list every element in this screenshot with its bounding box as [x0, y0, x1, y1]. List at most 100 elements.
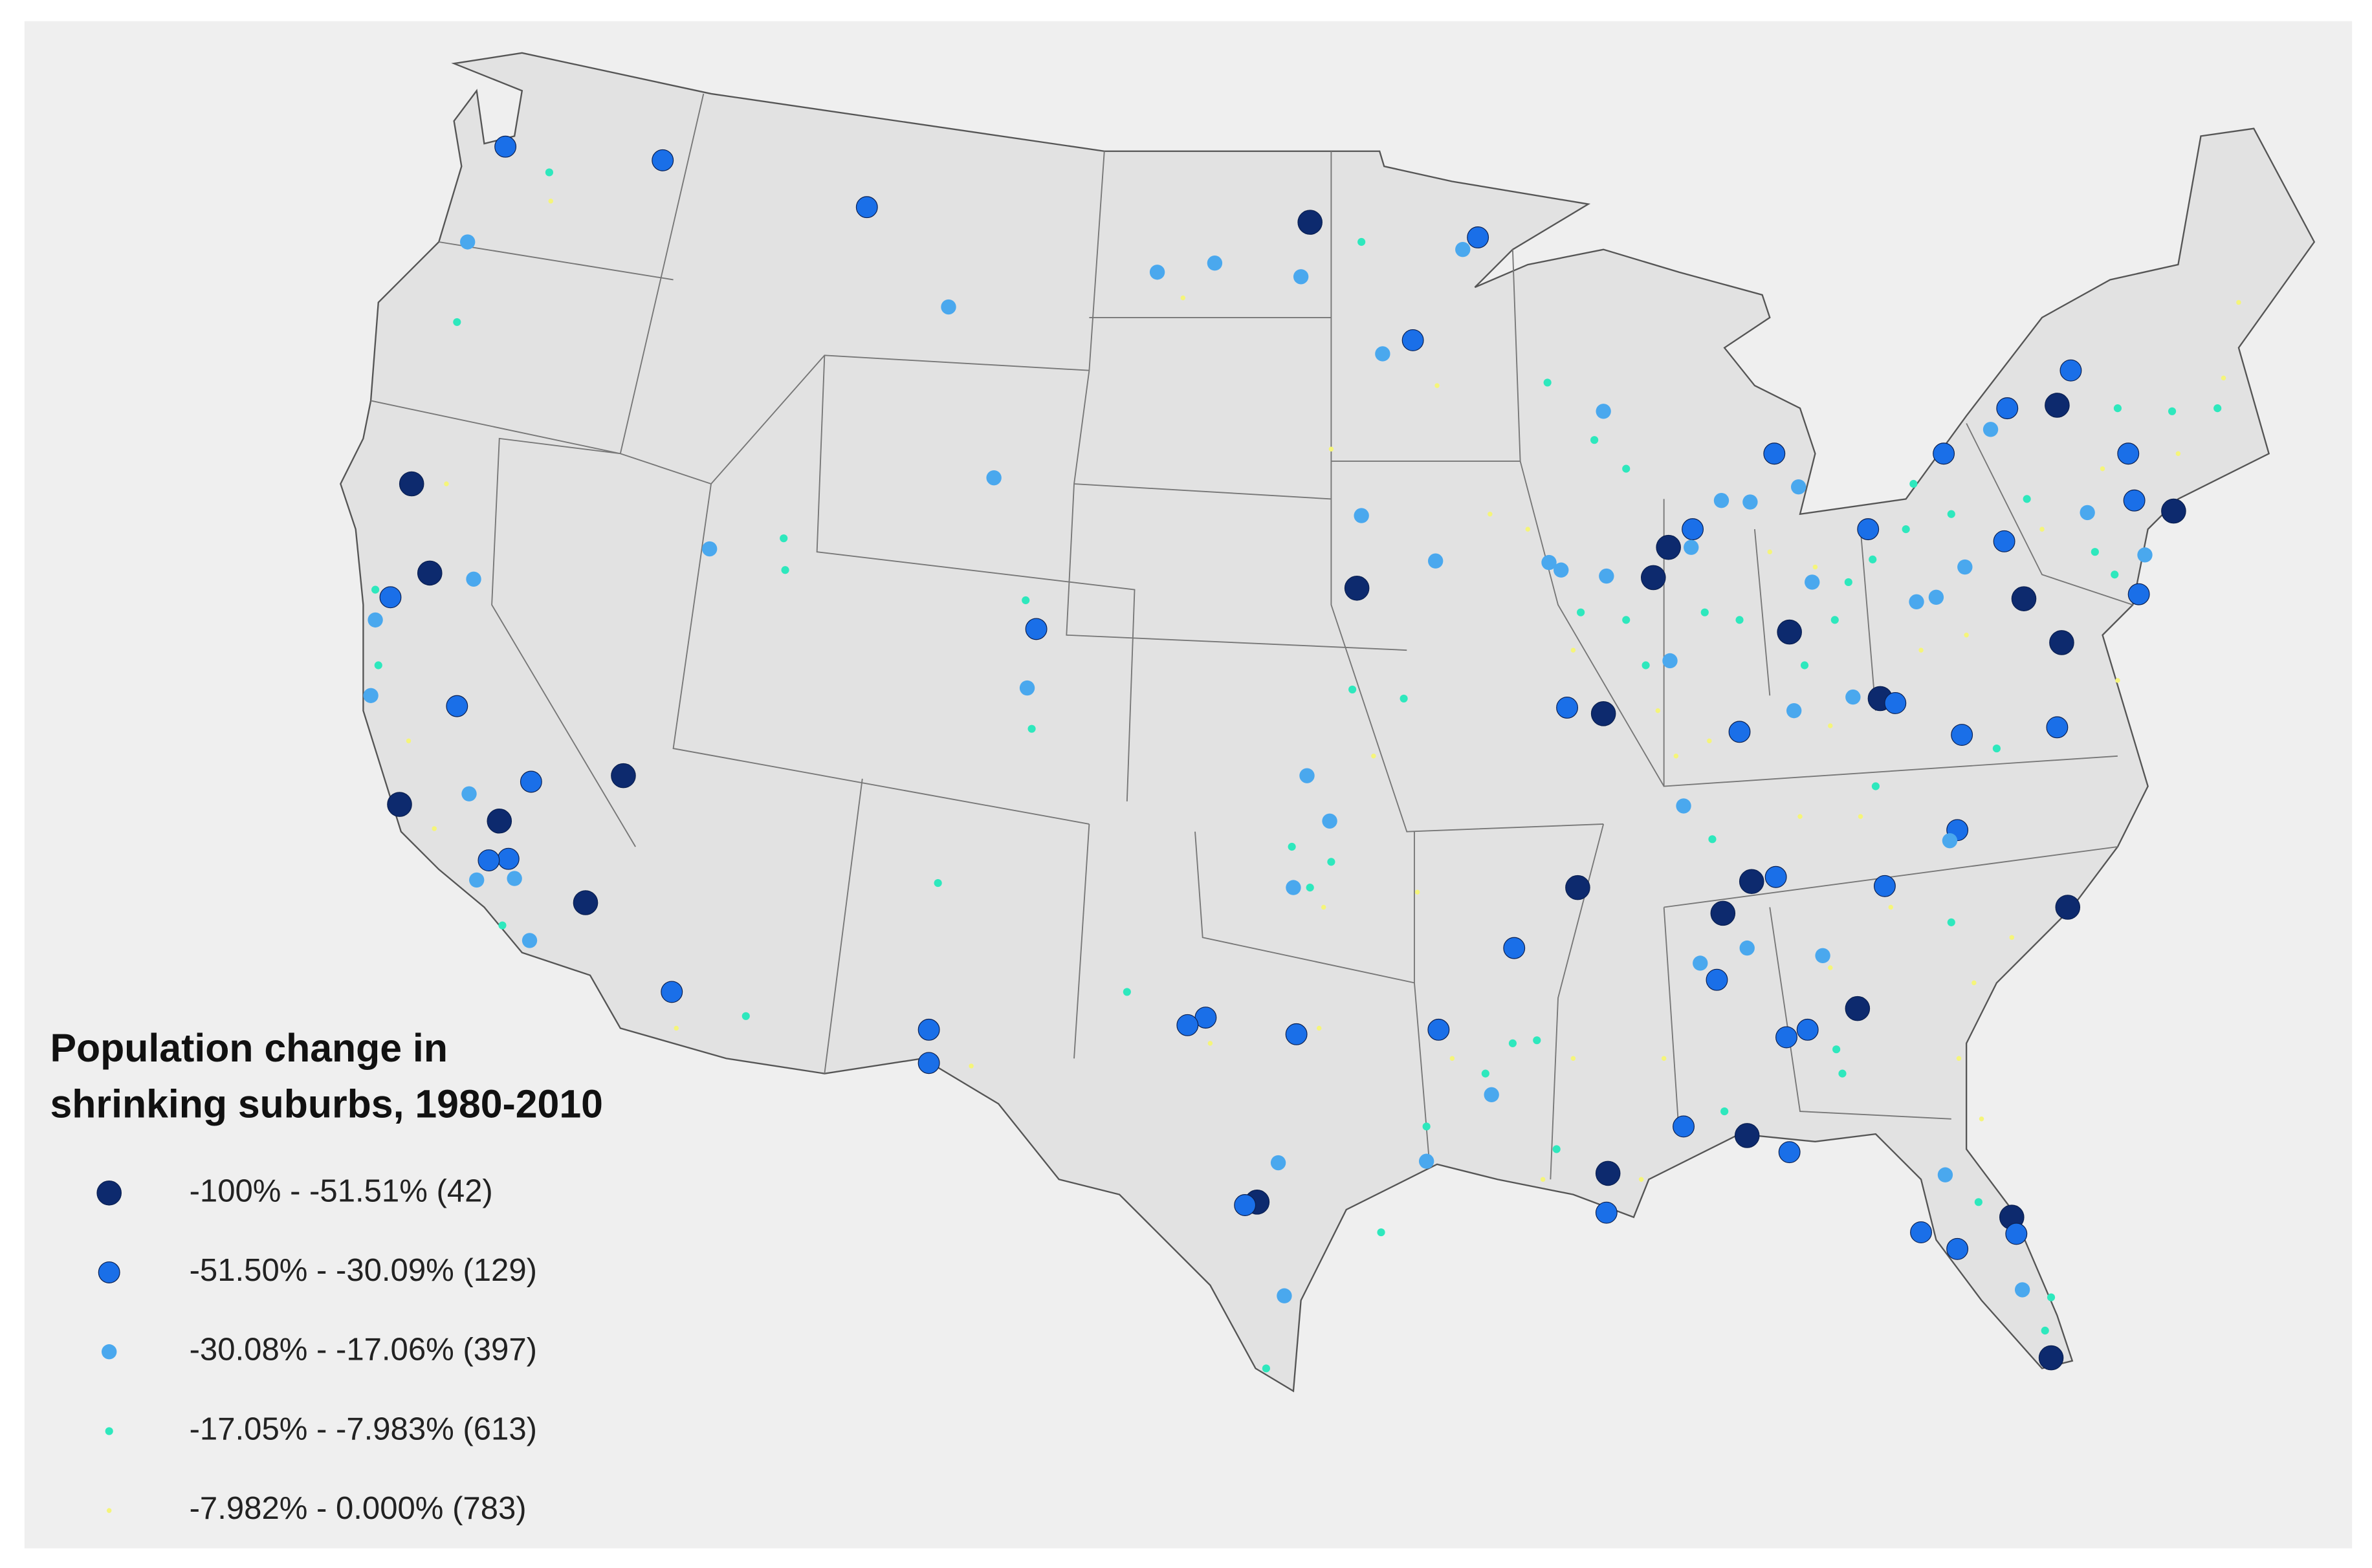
point-marker [1828, 965, 1833, 970]
point-marker [1777, 619, 1802, 645]
point-marker [2011, 586, 2037, 611]
point-marker [1800, 661, 1809, 670]
point-marker [1791, 479, 1806, 495]
point-marker [573, 890, 598, 915]
point-marker [1888, 904, 1894, 910]
point-marker [2213, 404, 2222, 413]
point-marker [1909, 479, 1918, 488]
legend-swatch [96, 1181, 122, 1206]
point-marker [387, 792, 412, 817]
point-marker [1371, 754, 1376, 759]
point-marker [1673, 754, 1679, 759]
point-marker [444, 481, 449, 486]
point-marker [1838, 1069, 1847, 1078]
legend-label: -17.05% - -7.983% (613) [190, 1411, 537, 1446]
point-marker [1533, 1036, 1541, 1045]
point-marker [498, 921, 507, 930]
point-marker [1554, 562, 1569, 578]
point-marker [1025, 618, 1048, 640]
point-marker [520, 770, 542, 793]
point-marker [1641, 565, 1666, 591]
point-marker [1286, 880, 1301, 895]
point-marker [1812, 564, 1818, 570]
point-marker [2127, 583, 2150, 605]
point-marker [1805, 574, 1820, 590]
point-marker [1622, 616, 1631, 624]
point-marker [2236, 299, 2241, 305]
point-marker [1946, 1237, 1969, 1260]
point-markers [363, 135, 2241, 1373]
point-marker [611, 763, 636, 789]
point-marker [1775, 1026, 1797, 1049]
point-marker [1796, 1018, 1819, 1041]
point-marker [1207, 1041, 1213, 1046]
point-marker [432, 826, 437, 831]
point-marker [1830, 616, 1839, 624]
point-marker [1942, 833, 1958, 849]
point-marker [1739, 940, 1755, 956]
point-marker [1979, 1116, 1984, 1122]
point-marker [1316, 1025, 1322, 1031]
point-marker [1262, 1364, 1270, 1373]
point-marker [363, 688, 379, 703]
point-marker [1982, 422, 1999, 437]
point-marker [2047, 1293, 2056, 1301]
point-marker [1951, 724, 1973, 746]
point-marker [2168, 407, 2177, 415]
point-marker [1027, 724, 1036, 733]
point-marker [2113, 404, 2122, 413]
point-marker [1964, 633, 1969, 638]
point-marker [1488, 512, 1493, 517]
point-marker [2115, 678, 2120, 683]
point-marker [1656, 534, 1681, 560]
point-marker [1710, 900, 1736, 926]
point-marker [1357, 237, 1366, 246]
point-marker [1299, 768, 1315, 783]
point-marker [1418, 1153, 1434, 1169]
point-marker [1996, 397, 2019, 420]
point-marker [2045, 393, 2070, 418]
point-marker [1734, 1123, 1760, 1148]
point-marker [1844, 578, 1852, 587]
point-marker [1957, 559, 1973, 575]
point-marker [1552, 1145, 1561, 1153]
point-marker [2038, 1345, 2064, 1371]
legend-label: -30.08% - -17.06% (397) [190, 1333, 537, 1367]
point-marker [1354, 508, 1369, 523]
point-marker [1590, 701, 1616, 726]
point-marker [1763, 442, 1786, 465]
point-marker [1348, 685, 1357, 693]
point-marker [1676, 798, 1691, 814]
point-marker [1910, 1221, 1932, 1244]
point-marker [986, 470, 1002, 486]
point-marker [1735, 616, 1744, 624]
point-marker [1234, 1194, 1257, 1216]
point-marker [1599, 568, 1614, 584]
point-marker [1828, 723, 1833, 728]
point-marker [1414, 889, 1420, 895]
point-marker [1556, 697, 1578, 719]
point-marker [1928, 589, 1944, 605]
point-marker [2175, 451, 2181, 456]
point-marker [1857, 518, 1880, 541]
point-marker [1993, 530, 2015, 552]
point-marker [1400, 694, 1408, 703]
point-marker [1778, 1141, 1801, 1164]
point-marker [1503, 937, 1526, 959]
us-outline [340, 52, 2316, 1393]
point-marker [1288, 842, 1296, 851]
point-marker [741, 1012, 750, 1020]
point-marker [1720, 1107, 1729, 1116]
legend-label: -7.982% - 0.000% (783) [190, 1491, 527, 1526]
point-marker [1590, 436, 1599, 444]
point-marker [1377, 1228, 1385, 1237]
point-marker [1467, 226, 1489, 248]
legend: Population change in shrinking suburbs, … [50, 1026, 603, 1526]
point-marker [780, 534, 788, 543]
point-marker [1149, 265, 1165, 280]
point-marker [1693, 955, 1708, 971]
point-marker [1673, 1115, 1695, 1138]
point-marker [2039, 527, 2045, 532]
point-marker [1577, 608, 1585, 616]
